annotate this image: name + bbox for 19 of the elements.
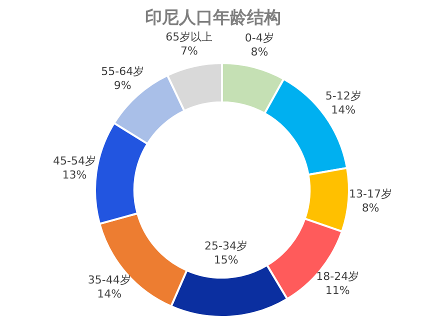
slice-label: 0-4岁	[244, 32, 274, 45]
slice-label: 65岁以上	[166, 30, 213, 44]
slice-label: 5-12岁	[325, 89, 362, 102]
slice-label: 18-24岁	[316, 270, 360, 283]
slice-label: 25-34岁	[204, 239, 248, 252]
data-label: 9%	[114, 78, 132, 92]
data-label: 11%	[325, 284, 350, 297]
slice-label: 35-44岁	[88, 273, 131, 286]
chart-title: 印尼人口年龄结构	[144, 7, 282, 29]
slice-label: 55-64岁	[101, 64, 144, 78]
data-label: 13%	[62, 168, 87, 182]
data-label: 8%	[362, 202, 380, 215]
slice-label: 45-54岁	[53, 154, 96, 168]
data-label: 14%	[331, 103, 356, 116]
slice-label: 13-17岁	[349, 188, 392, 201]
data-label: 14%	[97, 287, 122, 300]
data-label: 7%	[180, 44, 198, 58]
data-label: 15%	[214, 253, 238, 266]
data-label: 8%	[250, 46, 268, 59]
